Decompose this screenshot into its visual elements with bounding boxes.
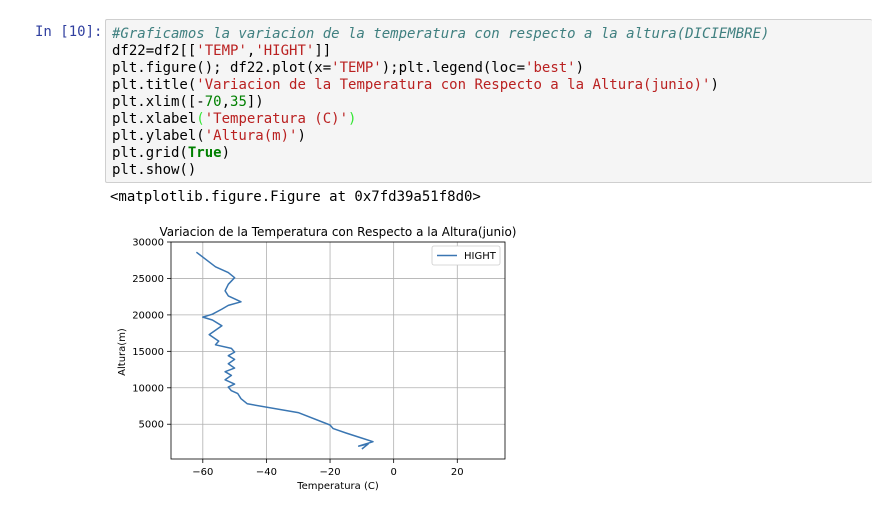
x-tick-label: 20 (451, 467, 464, 478)
x-axis-label: Temperatura (C) (296, 481, 379, 492)
x-tick-label: −60 (192, 467, 213, 478)
series-line-hight (195, 251, 374, 450)
y-axis-label: Altura(m) (117, 328, 128, 376)
y-tick-label: 10000 (132, 383, 164, 394)
cell-prompt: In [10]: (35, 24, 103, 40)
legend-box (431, 245, 501, 266)
y-tick-label: 25000 (132, 274, 164, 285)
x-tick-label: −20 (319, 467, 340, 478)
code-cell-editor[interactable]: #Graficamos la variacion de la temperatu… (105, 19, 872, 183)
y-tick-label: 30000 (132, 238, 164, 249)
chart-title: Variacion de la Temperatura con Respecto… (160, 225, 517, 239)
code-text[interactable]: #Graficamos la variacion de la temperatu… (112, 26, 770, 178)
x-tick-label: −40 (256, 467, 277, 478)
plot-frame (170, 241, 506, 460)
code-comment: #Graficamos la variacion de la temperatu… (112, 26, 770, 42)
legend-label: HIGHT (464, 251, 497, 262)
x-tick-label: 0 (390, 467, 396, 478)
y-tick-label: 15000 (132, 347, 164, 358)
y-tick-label: 5000 (139, 420, 164, 431)
plot-area (171, 242, 505, 459)
y-tick-label: 20000 (132, 310, 164, 321)
cell-output-text: <matplotlib.figure.Figure at 0x7fd39a51f… (110, 189, 481, 205)
